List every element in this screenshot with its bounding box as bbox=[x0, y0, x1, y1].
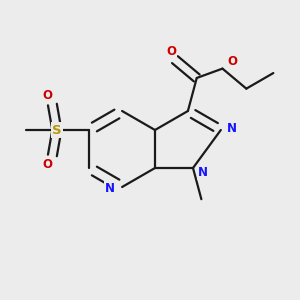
Text: O: O bbox=[42, 89, 52, 102]
Text: O: O bbox=[166, 45, 176, 58]
Text: O: O bbox=[42, 158, 52, 171]
Text: N: N bbox=[198, 166, 208, 178]
Text: N: N bbox=[227, 122, 237, 134]
Text: O: O bbox=[227, 55, 238, 68]
Text: S: S bbox=[52, 124, 62, 136]
Text: N: N bbox=[105, 182, 115, 196]
